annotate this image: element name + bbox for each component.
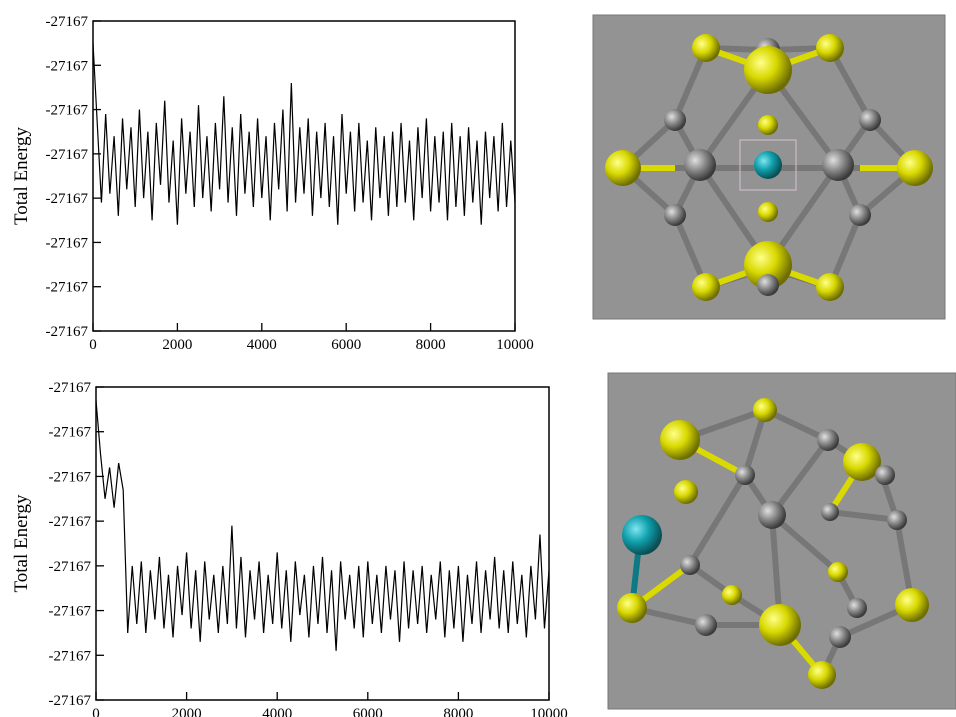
x-tick-label: 2000 [162, 337, 192, 353]
molecule-image-top [592, 14, 946, 320]
data-line [95, 400, 550, 651]
y-tick-label: -27167 [46, 235, 89, 251]
x-tick-label: 6000 [353, 706, 383, 717]
x-tick-label: 4000 [247, 337, 277, 353]
x-tick-label: 10000 [530, 706, 568, 717]
y-tick-label: -27167 [49, 469, 92, 485]
plot-frame [95, 386, 550, 701]
y-tick-label: -27167 [46, 58, 89, 74]
x-tick-label: 8000 [443, 706, 473, 717]
y-tick-label: -27167 [49, 425, 92, 441]
y-tick-label: -27167 [49, 648, 92, 664]
plot-frame [92, 20, 516, 332]
x-tick-label: 10000 [496, 337, 534, 353]
x-tick-label: 2000 [172, 706, 202, 717]
y-tick-label: -27167 [46, 280, 89, 296]
y-tick-label: -27167 [46, 324, 89, 340]
y-axis-label: Total Energy [11, 494, 32, 593]
chart: -27167 -27167 -27167 -27167 -27167 -27167 -271… [11, 14, 534, 353]
x-tick-label: 4000 [262, 706, 292, 717]
x-tick-label: 0 [89, 337, 97, 353]
y-tick-label: -27167 [49, 604, 92, 620]
data-line [92, 43, 516, 225]
y-tick-label: -27167 [49, 693, 92, 709]
molecule-image-bottom [607, 372, 956, 710]
y-tick-label: -27167 [46, 14, 89, 30]
y-axis-label: Total Energy [11, 126, 32, 225]
y-tick-label: -27167 [46, 147, 89, 163]
y-tick-label: -27167 [46, 191, 89, 207]
chart: -27167 -27167 -27167 -27167 -27167 -27167 -271… [11, 380, 568, 717]
y-tick-label: -27167 [49, 559, 92, 575]
y-tick-label: -27167 [46, 103, 89, 119]
x-tick-label: 0 [92, 706, 100, 717]
y-tick-label: -27167 [49, 514, 92, 530]
y-tick-label: -27167 [49, 380, 92, 396]
x-tick-label: 8000 [416, 337, 446, 353]
x-tick-label: 6000 [331, 337, 361, 353]
